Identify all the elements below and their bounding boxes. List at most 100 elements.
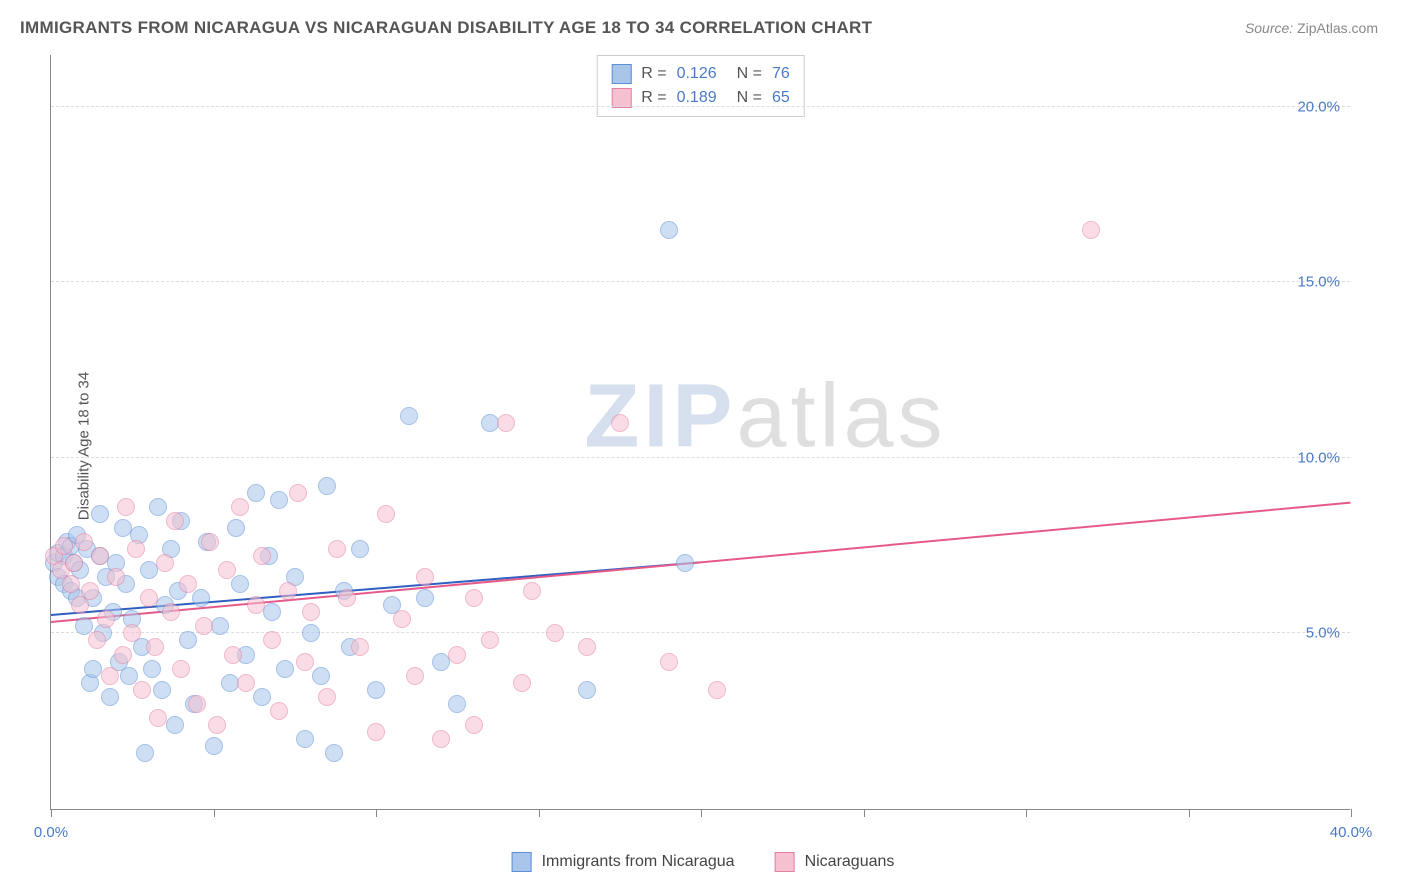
scatter-point xyxy=(192,589,210,607)
x-tick xyxy=(376,809,377,817)
stat-n-value: 76 xyxy=(772,65,790,83)
scatter-point xyxy=(136,744,154,762)
scatter-point xyxy=(179,575,197,593)
x-tick xyxy=(1026,809,1027,817)
scatter-point xyxy=(302,624,320,642)
source-attribution: Source: ZipAtlas.com xyxy=(1245,20,1378,36)
scatter-point xyxy=(166,716,184,734)
x-tick xyxy=(1351,809,1352,817)
scatter-point xyxy=(227,519,245,537)
legend-item: Immigrants from Nicaragua xyxy=(512,852,735,872)
y-tick-label: 20.0% xyxy=(1297,98,1340,115)
stats-row: R =0.126N =76 xyxy=(611,62,790,86)
scatter-point xyxy=(91,547,109,565)
scatter-point xyxy=(302,603,320,621)
scatter-point xyxy=(708,681,726,699)
scatter-point xyxy=(416,568,434,586)
stat-n-label: N = xyxy=(737,89,762,107)
scatter-point xyxy=(101,667,119,685)
gridline xyxy=(51,106,1350,107)
scatter-point xyxy=(338,589,356,607)
scatter-point xyxy=(143,660,161,678)
scatter-point xyxy=(318,477,336,495)
scatter-point xyxy=(231,575,249,593)
scatter-point xyxy=(188,695,206,713)
scatter-point xyxy=(432,730,450,748)
scatter-point xyxy=(263,603,281,621)
stat-n-label: N = xyxy=(737,65,762,83)
scatter-point xyxy=(325,744,343,762)
legend-swatch xyxy=(512,852,532,872)
scatter-point xyxy=(195,617,213,635)
plot-area: ZIPatlas R =0.126N =76R =0.189N =65 5.0%… xyxy=(50,55,1350,810)
scatter-point xyxy=(660,221,678,239)
stats-legend-box: R =0.126N =76R =0.189N =65 xyxy=(596,55,805,117)
stat-r-value: 0.189 xyxy=(677,89,717,107)
stat-r-label: R = xyxy=(641,89,666,107)
scatter-point xyxy=(237,674,255,692)
scatter-point xyxy=(279,582,297,600)
scatter-point xyxy=(296,730,314,748)
source-label: Source: xyxy=(1245,20,1293,36)
scatter-point xyxy=(400,407,418,425)
scatter-point xyxy=(114,646,132,664)
legend-label: Immigrants from Nicaragua xyxy=(542,853,735,871)
scatter-point xyxy=(140,589,158,607)
scatter-point xyxy=(497,414,515,432)
scatter-point xyxy=(351,540,369,558)
y-tick-label: 10.0% xyxy=(1297,449,1340,466)
scatter-point xyxy=(253,688,271,706)
scatter-point xyxy=(146,638,164,656)
bottom-legend: Immigrants from Nicaragua Nicaraguans xyxy=(512,852,895,872)
scatter-point xyxy=(179,631,197,649)
scatter-point xyxy=(513,674,531,692)
scatter-point xyxy=(149,709,167,727)
scatter-point xyxy=(465,716,483,734)
x-tick-label: 40.0% xyxy=(1330,824,1373,841)
legend-item: Nicaraguans xyxy=(775,852,895,872)
scatter-point xyxy=(97,610,115,628)
scatter-point xyxy=(406,667,424,685)
scatter-point xyxy=(312,667,330,685)
stat-r-label: R = xyxy=(641,65,666,83)
scatter-point xyxy=(416,589,434,607)
scatter-point xyxy=(247,596,265,614)
scatter-point xyxy=(91,505,109,523)
scatter-point xyxy=(205,737,223,755)
scatter-point xyxy=(270,702,288,720)
scatter-point xyxy=(218,561,236,579)
legend-label: Nicaraguans xyxy=(805,853,895,871)
scatter-point xyxy=(578,638,596,656)
scatter-point xyxy=(289,484,307,502)
scatter-point xyxy=(123,624,141,642)
scatter-point xyxy=(117,498,135,516)
scatter-point xyxy=(62,575,80,593)
watermark: ZIPatlas xyxy=(584,365,946,468)
scatter-point xyxy=(351,638,369,656)
scatter-point xyxy=(75,533,93,551)
scatter-point xyxy=(328,540,346,558)
gridline xyxy=(51,457,1350,458)
scatter-point xyxy=(367,681,385,699)
scatter-point xyxy=(149,498,167,516)
scatter-point xyxy=(276,660,294,678)
watermark-zip: ZIP xyxy=(584,366,736,466)
watermark-atlas: atlas xyxy=(736,366,946,466)
scatter-point xyxy=(153,681,171,699)
x-tick-label: 0.0% xyxy=(34,824,68,841)
scatter-point xyxy=(211,617,229,635)
scatter-point xyxy=(231,498,249,516)
scatter-point xyxy=(133,681,151,699)
scatter-point xyxy=(481,631,499,649)
scatter-point xyxy=(65,554,83,572)
scatter-point xyxy=(393,610,411,628)
scatter-point xyxy=(448,646,466,664)
scatter-point xyxy=(247,484,265,502)
scatter-point xyxy=(224,646,242,664)
source-value: ZipAtlas.com xyxy=(1297,20,1378,36)
scatter-point xyxy=(660,653,678,671)
scatter-point xyxy=(676,554,694,572)
scatter-point xyxy=(523,582,541,600)
scatter-point xyxy=(88,631,106,649)
legend-swatch xyxy=(775,852,795,872)
